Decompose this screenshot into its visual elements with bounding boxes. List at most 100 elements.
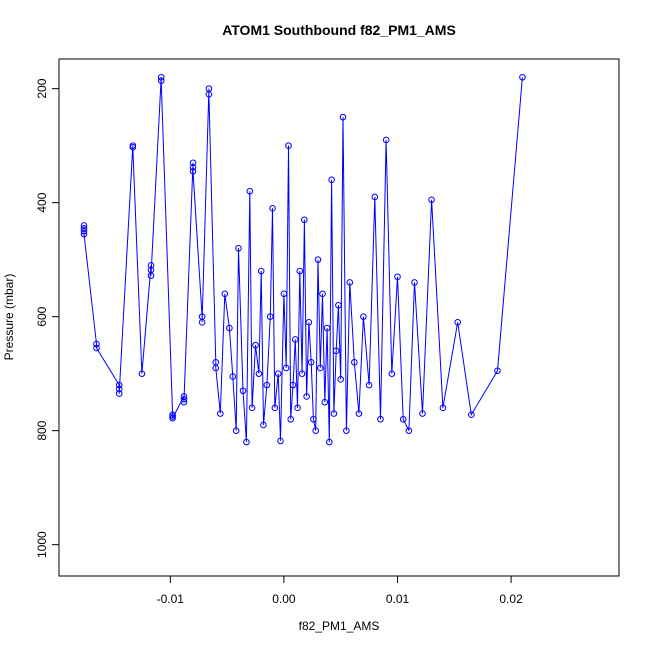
data-point [307,358,315,366]
data-point [337,376,345,383]
data-point [257,267,265,275]
data-point [271,404,279,412]
data-point [80,230,88,238]
data-point [301,216,308,224]
x-tick-label: 0.00 [272,592,296,606]
data-point [405,427,413,434]
y-tick-label: 800 [35,420,49,440]
x-tick-label: 0.02 [499,592,523,606]
data-point [321,398,329,406]
data-point [263,381,271,389]
data-point [235,244,242,252]
data-point [310,415,317,423]
data-point [360,313,367,320]
data-point [277,437,284,445]
y-tick-label: 200 [35,78,49,98]
data-point [312,427,320,434]
data-point [330,410,338,417]
data-point [129,144,137,151]
data-point [157,73,165,81]
data-point [189,167,197,175]
data-point [180,398,188,406]
data-point [355,410,363,417]
data-point [339,113,347,121]
data-point [411,279,418,286]
data-point [282,364,290,372]
data-point [274,370,282,377]
data-point [226,324,233,332]
data-point [298,370,306,377]
data-point [229,373,237,380]
data-point [296,267,304,275]
data-point [316,364,324,372]
data-point [189,159,197,167]
data-point [326,438,333,446]
data-point [93,340,100,348]
data-point [138,370,146,377]
data-point [335,301,342,309]
data-point [439,404,447,412]
data-point [221,290,229,298]
data-point [394,273,401,281]
data-point [252,341,259,349]
data-point [212,364,220,372]
data-point [115,381,123,389]
data-point [205,91,213,98]
data-point [147,262,155,269]
y-tick-label: 600 [35,306,49,326]
data-point [303,393,310,400]
data-point [323,324,331,332]
data-point [305,319,313,326]
data-point [328,176,335,184]
data-point [382,136,390,144]
data-point [399,415,407,423]
data-point [180,395,188,403]
data-point [289,381,297,389]
data-point [157,77,165,84]
chart-title: ATOM1 Southbound f82_PM1_AMS [222,22,456,38]
y-axis-label: Pressure (mbar) [2,274,16,361]
data-point [246,187,254,195]
y-tick-label: 400 [35,192,49,212]
data-point [239,387,247,395]
data-point [377,415,384,423]
data-point [285,142,292,149]
data-point [232,427,240,434]
plot-area [80,73,526,446]
x-axis-label: f82_PM1_AMS [299,619,380,633]
plot-frame [58,58,620,577]
data-point [248,404,256,412]
data-point [371,193,379,201]
data-point [198,319,206,326]
data-point [260,421,267,429]
x-tick-label: 0.01 [386,592,410,606]
data-point [93,344,100,352]
data-point [147,272,155,279]
data-point [294,404,301,412]
y-axis: 200 400 600 800 1000 [35,78,59,558]
data-point [266,313,274,320]
data-point [291,336,299,343]
data-point [332,347,340,355]
data-point [419,410,426,417]
x-axis: -0.01 0.00 0.01 0.02 [157,576,523,606]
data-point [169,414,176,422]
data-point [319,290,326,298]
y-tick-label: 1000 [35,531,49,558]
data-point [269,205,276,212]
data-point [468,411,475,418]
data-point [343,427,350,434]
data-point [365,381,373,389]
data-point [314,256,322,263]
data-point [280,290,288,298]
data-point [216,410,224,417]
data-point [255,370,263,377]
data-point [80,227,88,235]
data-point [454,319,462,326]
series-line [83,77,523,443]
data-point [287,415,295,423]
data-point [494,367,501,375]
x-tick-label: -0.01 [157,592,185,606]
data-point [115,385,123,393]
